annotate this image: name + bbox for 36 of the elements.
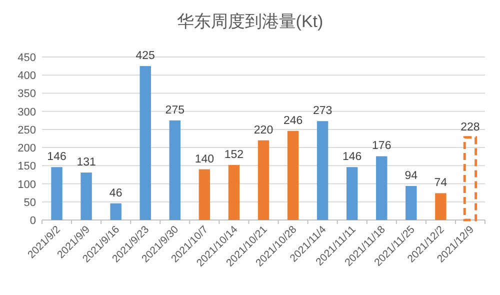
bar (169, 120, 181, 220)
y-tick-label: 50 (24, 196, 36, 209)
bar (406, 186, 417, 220)
y-tick-label: 200 (18, 142, 36, 155)
bar (376, 156, 388, 220)
bar (463, 136, 478, 222)
y-tick-label: 400 (18, 70, 36, 82)
bar (346, 167, 358, 220)
data-label: 46 (109, 187, 122, 200)
data-label: 131 (76, 156, 96, 169)
y-tick-label: 350 (18, 88, 36, 100)
bar (110, 203, 122, 220)
data-label: 246 (283, 114, 303, 127)
data-label: 140 (194, 153, 214, 166)
y-tick-label: 100 (18, 178, 36, 191)
data-label: 74 (434, 177, 448, 190)
bar (51, 167, 62, 220)
y-tick-label: 150 (18, 160, 36, 173)
data-label: 273 (312, 105, 332, 118)
y-tick-label: 0 (30, 215, 36, 227)
y-tick-label: 250 (18, 124, 36, 136)
data-label: 94 (404, 170, 418, 182)
y-tick-label: 300 (18, 106, 36, 118)
data-label: 425 (136, 50, 155, 62)
y-tick-label: 450 (18, 52, 36, 64)
data-label: 152 (224, 148, 244, 161)
data-label: 146 (342, 151, 362, 164)
bar (140, 66, 151, 220)
data-label: 176 (372, 140, 392, 152)
chart-title: 华东周度到港量(Kt) (176, 12, 324, 31)
data-label: 228 (460, 121, 480, 134)
data-label: 275 (165, 104, 184, 116)
data-label: 146 (47, 151, 66, 164)
data-label: 220 (254, 124, 274, 136)
bar (316, 121, 328, 220)
bar (80, 172, 92, 220)
